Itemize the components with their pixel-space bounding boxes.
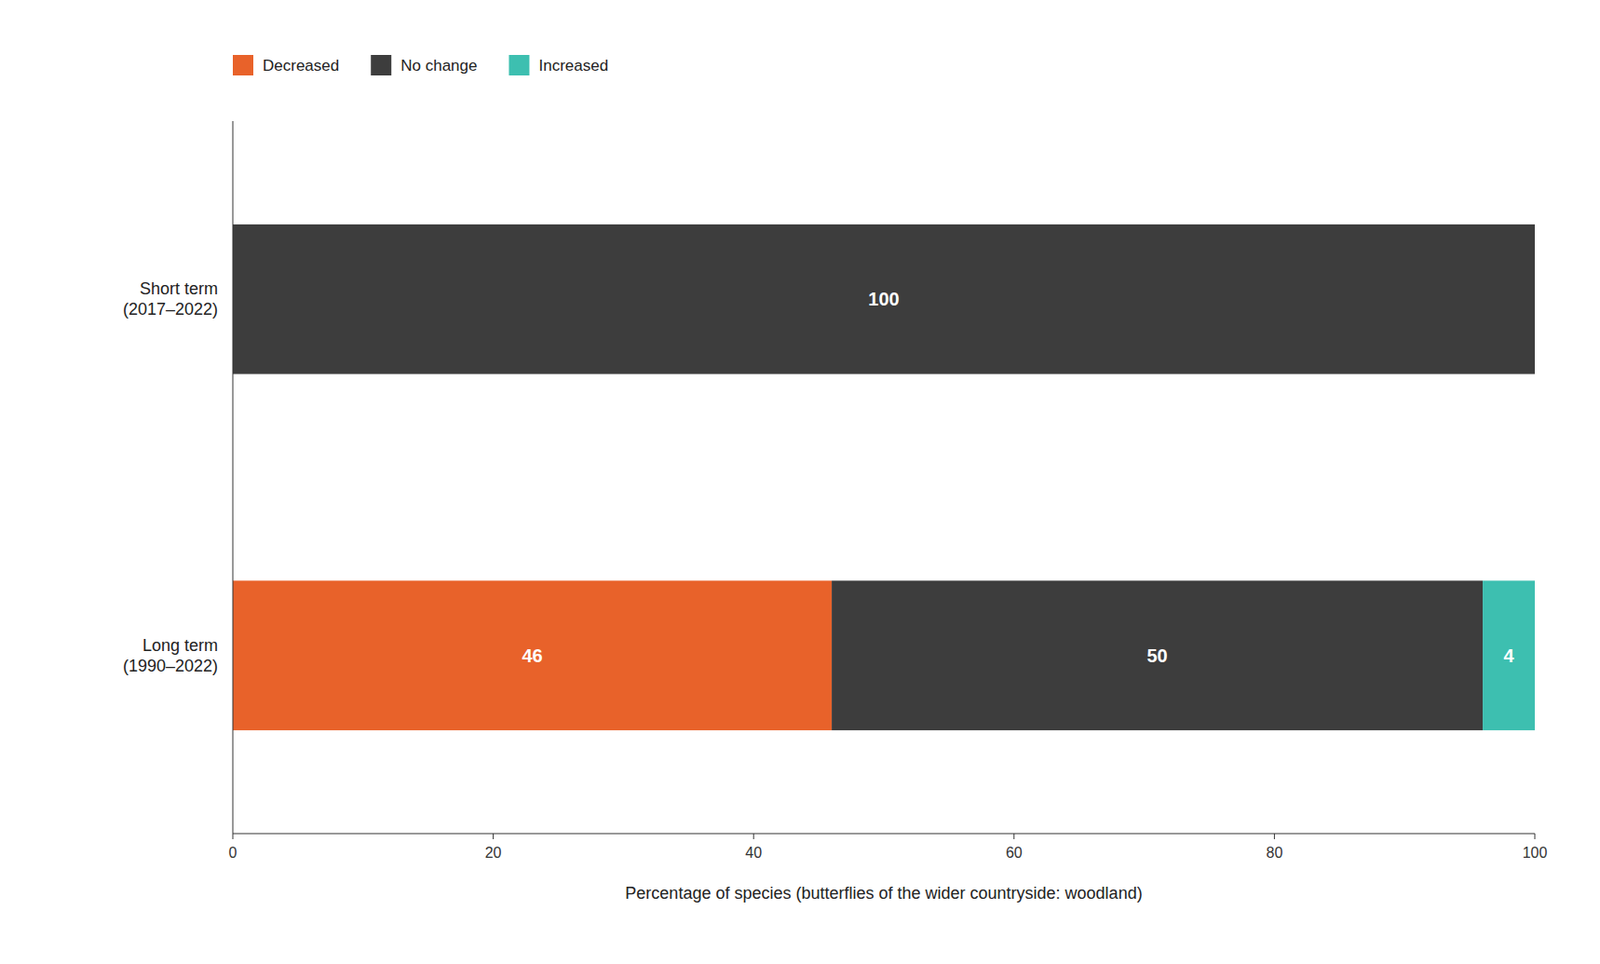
bar-segment: [1482, 580, 1535, 731]
x-tick-label: 20: [485, 844, 502, 861]
chart-container: 100 46 50 4 Short term(2017–2022) Long term(1…: [0, 0, 1600, 964]
data-label: 46: [521, 645, 543, 666]
data-label: 4: [1503, 645, 1515, 666]
legend-swatch: [370, 54, 392, 76]
bar-segment: [232, 580, 832, 731]
x-tick-label: 100: [1522, 844, 1548, 861]
data-labels: 100 46 50 4: [521, 288, 1515, 666]
bar-segment: [831, 580, 1483, 731]
x-tick: [1013, 833, 1015, 840]
legend-label: No change: [400, 56, 477, 75]
legend: Decreased No change Increased: [232, 54, 609, 76]
x-tick: [1274, 833, 1275, 840]
x-tick: [753, 833, 755, 840]
x-tick: [492, 833, 494, 840]
chart-svg: 100 46 50 4 Short term(2017–2022) Long term(1…: [0, 0, 1600, 964]
legend-label: Increased: [538, 56, 609, 75]
x-tick: [232, 833, 234, 840]
bars: [232, 224, 1535, 731]
bar-segment: [232, 224, 1535, 375]
legend-label: Decreased: [262, 56, 339, 75]
background: [0, 0, 1600, 964]
bar-segment: [1534, 224, 1536, 375]
category-label: Long term(1990–2022): [122, 636, 218, 676]
x-tick-label: 0: [229, 844, 238, 861]
legend-swatch: [232, 54, 254, 76]
legend-swatch: [508, 54, 529, 76]
category-label: Short term(2017–2022): [122, 279, 218, 319]
x-tick: [1534, 833, 1536, 840]
x-tick-label: 40: [745, 844, 762, 861]
data-label: 50: [1146, 645, 1167, 666]
x-tick-label: 60: [1005, 844, 1023, 861]
y-axis-line: [232, 121, 234, 834]
x-tick-label: 80: [1266, 844, 1284, 861]
data-label: 100: [867, 288, 899, 310]
x-axis-line: [232, 833, 1535, 835]
x-axis-label: Percentage of species (butterflies of th…: [624, 883, 1142, 903]
